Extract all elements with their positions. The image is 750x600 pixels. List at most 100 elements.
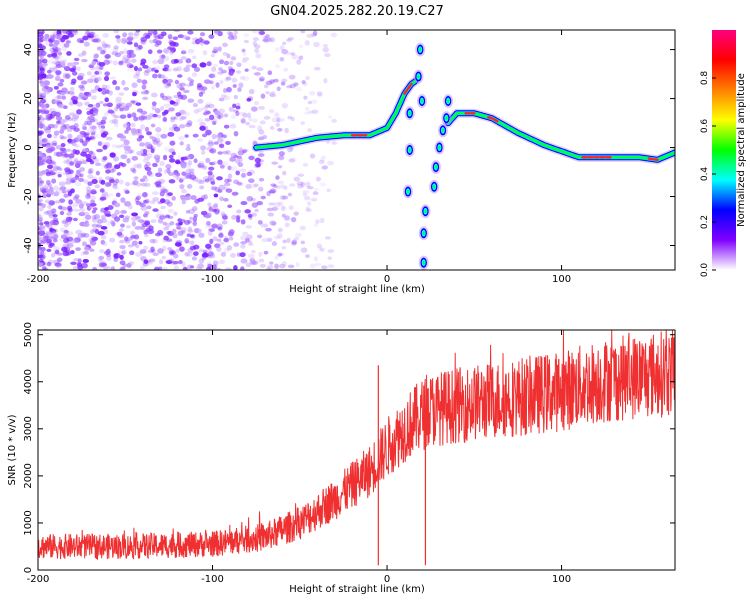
noise-blob <box>197 98 204 104</box>
noise-blob <box>197 39 204 44</box>
noise-blob <box>46 133 52 139</box>
noise-blob <box>92 267 98 270</box>
y-tick-label: -40 <box>23 237 34 253</box>
noise-blob <box>257 234 263 239</box>
noise-blob <box>156 181 163 186</box>
noise-blob <box>114 216 121 222</box>
noise-field <box>38 30 338 270</box>
noise-blob <box>192 216 198 222</box>
noise-blob <box>52 48 58 53</box>
noise-blob <box>76 262 83 267</box>
noise-blob <box>209 177 215 184</box>
noise-blob <box>278 252 285 256</box>
noise-blob <box>177 230 184 236</box>
noise-blob <box>144 126 150 132</box>
noise-blob <box>201 133 208 138</box>
noise-blob <box>218 241 225 246</box>
noise-blob <box>44 128 51 134</box>
noise-blob <box>56 36 64 40</box>
noise-blob <box>162 188 169 194</box>
noise-blob <box>50 34 56 39</box>
noise-blob <box>235 102 241 109</box>
snr-series <box>38 330 675 566</box>
noise-blob <box>137 67 143 72</box>
noise-blob <box>198 258 205 264</box>
noise-blob <box>201 252 209 258</box>
noise-blob <box>120 223 125 228</box>
noise-blob <box>113 156 119 162</box>
noise-blob <box>233 242 240 247</box>
noise-blob <box>45 239 52 244</box>
noise-blob <box>298 55 304 60</box>
noise-blob <box>320 247 325 252</box>
noise-blob <box>71 117 78 122</box>
noise-blob <box>38 101 41 106</box>
noise-blob <box>220 211 226 216</box>
noise-blob <box>199 32 206 37</box>
noise-blob <box>150 68 155 72</box>
noise-blob <box>52 124 59 129</box>
noise-blob <box>38 43 43 49</box>
noise-blob <box>277 227 283 232</box>
noise-blob <box>38 89 41 95</box>
y-tick-label: 0 <box>23 567 34 573</box>
noise-blob <box>283 216 291 222</box>
noise-blob <box>125 37 133 43</box>
noise-blob <box>145 161 151 167</box>
noise-blob <box>295 86 303 92</box>
noise-blob <box>156 143 162 148</box>
noise-blob <box>131 212 138 217</box>
noise-blob <box>140 124 146 130</box>
noise-blob <box>131 155 139 161</box>
noise-blob <box>104 54 111 59</box>
noise-blob <box>68 240 74 245</box>
noise-blob <box>87 78 94 84</box>
noise-blob <box>175 222 182 226</box>
noise-blob <box>227 173 233 179</box>
noise-blob <box>49 170 54 176</box>
noise-blob <box>251 30 259 34</box>
noise-blob <box>67 190 72 197</box>
noise-blob <box>124 40 132 44</box>
noise-blob <box>80 80 88 85</box>
noise-blob <box>101 84 108 90</box>
noise-blob <box>46 234 54 239</box>
noise-blob <box>142 148 148 155</box>
noise-blob <box>305 206 311 212</box>
noise-blob <box>89 202 97 207</box>
noise-blob <box>287 264 295 269</box>
noise-blob <box>223 60 229 66</box>
noise-blob <box>163 227 170 231</box>
noise-blob <box>147 171 154 178</box>
noise-blob <box>278 201 284 206</box>
noise-blob <box>100 215 107 220</box>
noise-blob <box>56 171 63 176</box>
noise-blob <box>214 186 221 193</box>
noise-blob <box>172 173 179 179</box>
noise-blob <box>177 94 184 100</box>
noise-blob <box>86 186 92 192</box>
x-tick-label: 0 <box>384 274 390 285</box>
noise-blob <box>42 62 48 67</box>
noise-blob <box>209 238 214 245</box>
noise-blob <box>56 166 62 171</box>
noise-blob <box>245 184 252 189</box>
noise-blob <box>305 181 311 188</box>
noise-blob <box>279 263 286 269</box>
noise-blob <box>270 91 277 95</box>
noise-blob <box>44 33 50 39</box>
noise-blob <box>279 184 285 189</box>
noise-blob <box>63 232 70 237</box>
noise-blob <box>47 37 55 43</box>
noise-blob <box>62 243 70 248</box>
noise-blob <box>54 111 61 117</box>
noise-blob <box>145 34 151 39</box>
noise-blob <box>89 31 96 36</box>
noise-blob <box>294 236 299 241</box>
noise-blob <box>106 255 112 261</box>
noise-blob <box>171 228 177 234</box>
noise-blob <box>179 109 187 115</box>
noise-blob <box>137 67 143 72</box>
noise-blob <box>147 171 154 178</box>
noise-blob <box>121 250 126 255</box>
